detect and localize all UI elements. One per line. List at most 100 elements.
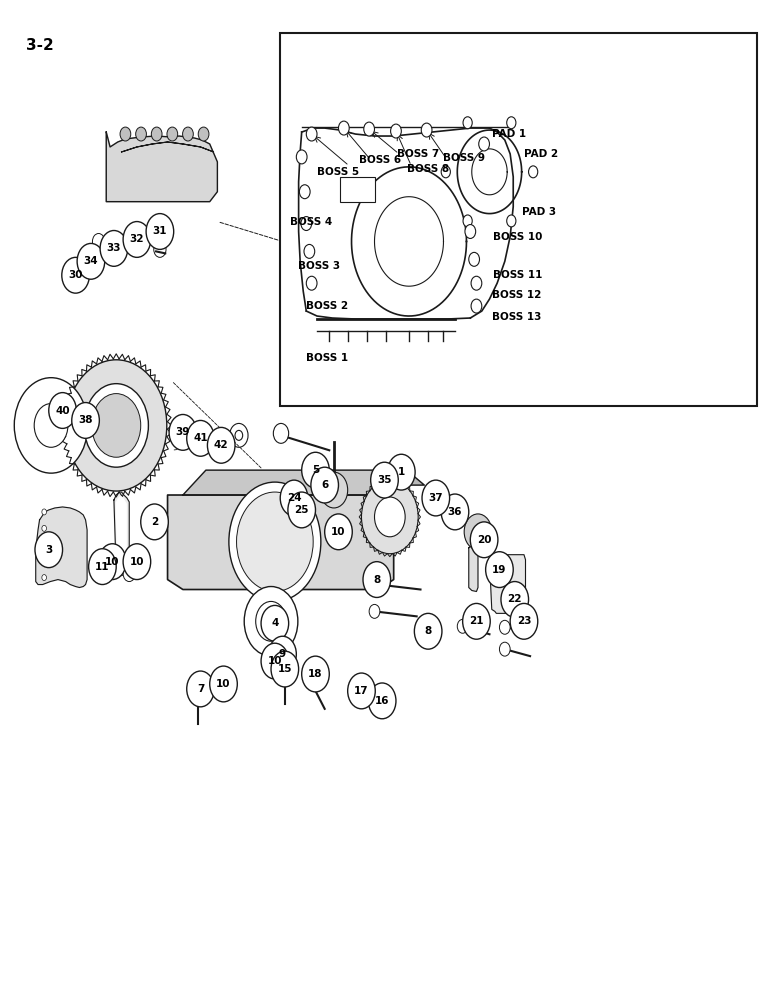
Text: BOSS 10: BOSS 10 xyxy=(493,232,543,242)
Circle shape xyxy=(296,150,307,164)
Text: PAD 1: PAD 1 xyxy=(492,129,526,139)
Polygon shape xyxy=(469,544,478,591)
Text: PAD 2: PAD 2 xyxy=(524,149,558,159)
Text: 10: 10 xyxy=(268,656,282,666)
Text: BOSS 4: BOSS 4 xyxy=(290,217,333,227)
Circle shape xyxy=(187,420,215,456)
Text: 18: 18 xyxy=(308,669,323,679)
Circle shape xyxy=(422,123,432,137)
Circle shape xyxy=(62,257,90,293)
Circle shape xyxy=(141,504,168,540)
Text: 32: 32 xyxy=(130,234,144,244)
Polygon shape xyxy=(168,485,394,589)
Text: BOSS 5: BOSS 5 xyxy=(317,167,359,177)
Circle shape xyxy=(510,603,538,639)
Text: BOSS 12: BOSS 12 xyxy=(492,290,541,300)
Circle shape xyxy=(303,663,316,679)
Circle shape xyxy=(244,587,298,656)
Text: 5: 5 xyxy=(312,465,319,475)
Circle shape xyxy=(306,127,317,141)
Circle shape xyxy=(391,124,401,138)
Text: BOSS 6: BOSS 6 xyxy=(359,155,401,165)
Text: 17: 17 xyxy=(354,686,369,696)
Circle shape xyxy=(146,214,174,249)
Circle shape xyxy=(42,509,46,515)
Text: 20: 20 xyxy=(477,535,491,545)
Circle shape xyxy=(93,233,105,249)
Text: 2: 2 xyxy=(151,517,158,527)
Text: 8: 8 xyxy=(425,626,432,636)
Polygon shape xyxy=(378,472,425,495)
Text: BOSS 7: BOSS 7 xyxy=(398,149,440,159)
Text: BOSS 3: BOSS 3 xyxy=(298,261,340,271)
Circle shape xyxy=(35,532,63,568)
Circle shape xyxy=(462,603,490,639)
Circle shape xyxy=(269,636,296,672)
Circle shape xyxy=(192,675,205,691)
Circle shape xyxy=(300,185,310,199)
Circle shape xyxy=(42,525,46,531)
Circle shape xyxy=(371,462,398,498)
Text: 10: 10 xyxy=(105,557,120,567)
Circle shape xyxy=(208,427,235,463)
Text: PAD 3: PAD 3 xyxy=(523,207,557,217)
Circle shape xyxy=(77,243,105,279)
Circle shape xyxy=(151,127,162,141)
Circle shape xyxy=(120,127,130,141)
Circle shape xyxy=(280,480,308,516)
Polygon shape xyxy=(183,470,409,495)
Circle shape xyxy=(123,222,151,257)
Circle shape xyxy=(388,454,415,490)
Text: 34: 34 xyxy=(83,256,98,266)
Text: 24: 24 xyxy=(286,493,301,503)
Text: 31: 31 xyxy=(153,227,168,236)
Circle shape xyxy=(320,472,347,508)
Circle shape xyxy=(479,137,489,151)
Text: 23: 23 xyxy=(516,616,531,626)
Ellipse shape xyxy=(178,425,208,445)
Circle shape xyxy=(464,514,492,550)
Circle shape xyxy=(187,671,215,707)
Text: 35: 35 xyxy=(378,475,391,485)
Circle shape xyxy=(441,494,469,530)
Circle shape xyxy=(66,360,167,491)
Circle shape xyxy=(183,127,193,141)
Text: 38: 38 xyxy=(78,415,93,425)
Circle shape xyxy=(42,575,46,581)
Circle shape xyxy=(486,552,513,588)
Text: 6: 6 xyxy=(321,480,328,490)
Circle shape xyxy=(306,276,317,290)
Circle shape xyxy=(235,430,242,440)
Circle shape xyxy=(49,393,76,428)
Circle shape xyxy=(422,480,449,516)
Circle shape xyxy=(333,524,344,540)
Circle shape xyxy=(229,423,248,447)
Circle shape xyxy=(288,492,316,528)
Text: 36: 36 xyxy=(448,507,462,517)
Text: 33: 33 xyxy=(107,243,121,253)
Circle shape xyxy=(267,661,279,677)
Text: 30: 30 xyxy=(69,270,83,280)
Text: 10: 10 xyxy=(331,527,346,537)
Text: 41: 41 xyxy=(193,433,208,443)
Circle shape xyxy=(415,613,442,649)
Circle shape xyxy=(499,620,510,634)
Circle shape xyxy=(84,384,148,467)
Circle shape xyxy=(441,166,450,178)
Circle shape xyxy=(457,619,468,633)
Text: 3-2: 3-2 xyxy=(25,38,53,53)
Circle shape xyxy=(14,378,88,473)
Circle shape xyxy=(369,604,380,618)
Text: 7: 7 xyxy=(197,684,205,694)
Circle shape xyxy=(100,231,127,266)
Circle shape xyxy=(501,582,529,617)
Text: 9: 9 xyxy=(279,649,286,659)
Circle shape xyxy=(302,656,330,692)
Polygon shape xyxy=(121,142,214,152)
Circle shape xyxy=(271,651,299,687)
Circle shape xyxy=(218,679,229,695)
Text: 11: 11 xyxy=(95,562,110,572)
Circle shape xyxy=(136,127,147,141)
Polygon shape xyxy=(117,497,126,568)
Text: 42: 42 xyxy=(214,440,229,450)
